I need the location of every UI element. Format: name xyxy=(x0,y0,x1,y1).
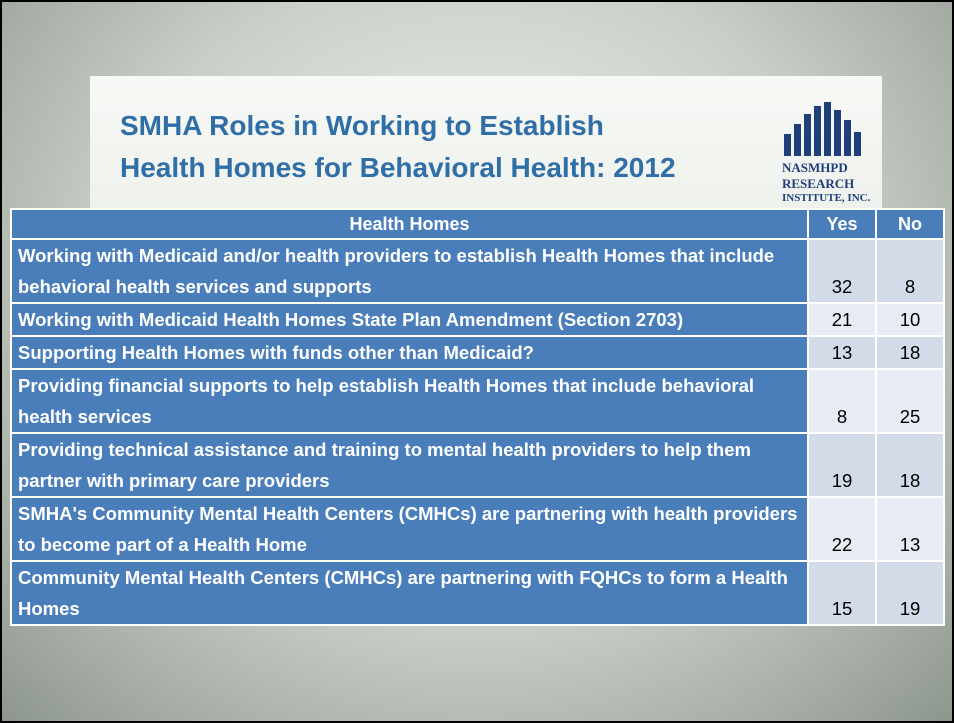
count-cell: 10 xyxy=(875,302,945,337)
count-cell: 18 xyxy=(875,335,945,370)
count-cell: 8 xyxy=(875,238,945,304)
logo-bars xyxy=(784,102,861,156)
count-cell: 8 xyxy=(807,368,877,434)
count-cell: 32 xyxy=(807,238,877,304)
row-label: Providing financial supports to help est… xyxy=(10,368,809,434)
row-label: Providing technical assistance and train… xyxy=(10,432,809,498)
table-row: Supporting Health Homes with funds other… xyxy=(10,335,945,370)
logo-text: INSTITUTE, INC. xyxy=(782,192,871,204)
table-row: Working with Medicaid Health Homes State… xyxy=(10,302,945,337)
count-cell: 21 xyxy=(807,302,877,337)
table-row: SMHA's Community Mental Health Centers (… xyxy=(10,496,945,562)
logo-text: RESEARCH xyxy=(782,176,855,191)
row-label: Working with Medicaid and/or health prov… xyxy=(10,238,809,304)
count-cell: 15 xyxy=(807,560,877,626)
title: SMHA Roles in Working to Establish xyxy=(120,110,604,141)
title-box: SMHA Roles in Working to Establish Healt… xyxy=(90,76,882,210)
logo: NASMHPD RESEARCH INSTITUTE, INC. xyxy=(782,100,872,210)
table-row: Community Mental Health Centers (CMHCs) … xyxy=(10,560,945,626)
count-cell: 25 xyxy=(875,368,945,434)
row-label: SMHA's Community Mental Health Centers (… xyxy=(10,496,809,562)
header-cell: No xyxy=(875,208,945,240)
table-row: Providing technical assistance and train… xyxy=(10,432,945,498)
table: Health Homes Yes No Working with Medicaid a… xyxy=(10,208,945,626)
count-cell: 18 xyxy=(875,432,945,498)
header-row: Health Homes Yes No xyxy=(10,208,945,240)
logo-text: NASMHPD xyxy=(782,160,848,175)
table-row: Providing financial supports to help est… xyxy=(10,368,945,434)
count-cell: 13 xyxy=(875,496,945,562)
title: Health Homes for Behavioral Health: 2012 xyxy=(120,152,676,183)
count-cell: 19 xyxy=(875,560,945,626)
row-label: Community Mental Health Centers (CMHCs) … xyxy=(10,560,809,626)
row-label: Working with Medicaid Health Homes State… xyxy=(10,302,809,337)
table-row: Working with Medicaid and/or health prov… xyxy=(10,238,945,304)
count-cell: 13 xyxy=(807,335,877,370)
header-cell: Yes xyxy=(807,208,877,240)
count-cell: 22 xyxy=(807,496,877,562)
row-label: Supporting Health Homes with funds other… xyxy=(10,335,809,370)
header-cell: Health Homes xyxy=(10,208,809,240)
count-cell: 19 xyxy=(807,432,877,498)
